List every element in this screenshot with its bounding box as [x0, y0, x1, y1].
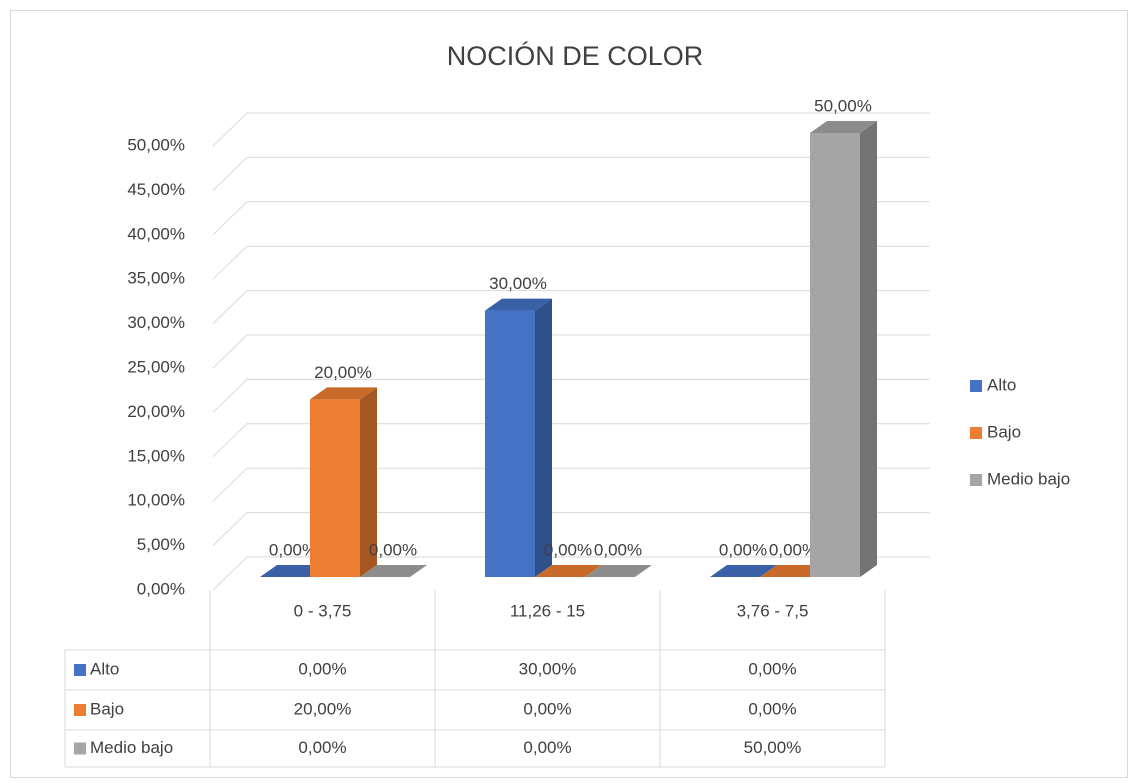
- y-tick-label: 45,00%: [127, 180, 185, 199]
- y-tick-label: 15,00%: [127, 446, 185, 465]
- table-cell: 20,00%: [294, 699, 352, 718]
- data-label: 0,00%: [769, 540, 817, 559]
- table-cell: 0,00%: [748, 659, 796, 678]
- table-legend-key: [74, 704, 86, 716]
- table-legend-key: [74, 742, 86, 755]
- grid-line: [212, 245, 930, 280]
- y-tick-label: 30,00%: [127, 313, 185, 332]
- table-cell: 0,00%: [523, 738, 571, 757]
- bar-side: [535, 298, 552, 577]
- bar-top: [810, 121, 877, 133]
- y-tick-label: 40,00%: [127, 224, 185, 243]
- table-cell: 50,00%: [744, 738, 802, 757]
- data-label: 0,00%: [719, 540, 767, 559]
- table-cell: 0,00%: [298, 738, 346, 757]
- data-label: 0,00%: [369, 540, 417, 559]
- data-label: 20,00%: [314, 363, 372, 382]
- legend-label: Alto: [987, 375, 1016, 394]
- table-row-label: Medio bajo: [90, 738, 173, 757]
- grid-line: [212, 378, 930, 413]
- data-label: 50,00%: [814, 96, 872, 115]
- table-cell: 0,00%: [748, 699, 796, 718]
- y-tick-label: 50,00%: [127, 135, 185, 154]
- legend-label: Bajo: [987, 422, 1021, 441]
- bar-top: [535, 565, 602, 577]
- legend-key: [970, 380, 982, 392]
- table-cell: 30,00%: [519, 659, 577, 678]
- bar: [485, 310, 535, 577]
- bar-side: [360, 387, 377, 577]
- bar-top: [310, 387, 377, 400]
- bar: [810, 133, 860, 577]
- legend-key: [970, 427, 982, 439]
- y-tick-label: 25,00%: [127, 357, 185, 376]
- table-cell: 0,00%: [523, 699, 571, 718]
- table-row-label: Bajo: [90, 699, 124, 718]
- table-row-label: Alto: [90, 659, 119, 678]
- grid-line: [212, 334, 930, 369]
- bar-top: [485, 298, 552, 311]
- y-tick-label: 10,00%: [127, 491, 185, 510]
- grid-line: [212, 512, 930, 546]
- y-tick-label: 20,00%: [127, 402, 185, 421]
- x-tick-label: 0 - 3,75: [294, 601, 352, 620]
- grid-line: [212, 467, 930, 502]
- data-label: 0,00%: [544, 540, 592, 559]
- grid-line: [212, 201, 930, 236]
- legend-key: [970, 474, 982, 486]
- bar: [310, 399, 360, 577]
- table-cell: 0,00%: [298, 659, 346, 678]
- grid-line: [212, 112, 930, 147]
- bar-side: [860, 121, 877, 577]
- y-tick-label: 5,00%: [137, 535, 185, 554]
- grid-line: [212, 556, 930, 591]
- bar-top: [360, 565, 427, 577]
- y-tick-label: 35,00%: [127, 269, 185, 288]
- data-label: 0,00%: [269, 540, 317, 559]
- bar-top: [710, 565, 777, 577]
- data-label: 0,00%: [594, 540, 642, 559]
- grid-line: [212, 290, 930, 324]
- x-tick-label: 11,26 - 15: [510, 601, 585, 620]
- chart-title: NOCIÓN DE COLOR: [447, 40, 704, 71]
- legend-label: Medio bajo: [987, 469, 1070, 488]
- table-legend-key: [74, 664, 86, 676]
- bar-top: [585, 565, 652, 577]
- x-tick-label: 3,76 - 7,5: [737, 601, 809, 620]
- data-label: 30,00%: [489, 274, 547, 293]
- y-tick-label: 0,00%: [137, 579, 185, 598]
- grid-line: [212, 423, 930, 458]
- grid-line: [212, 156, 930, 191]
